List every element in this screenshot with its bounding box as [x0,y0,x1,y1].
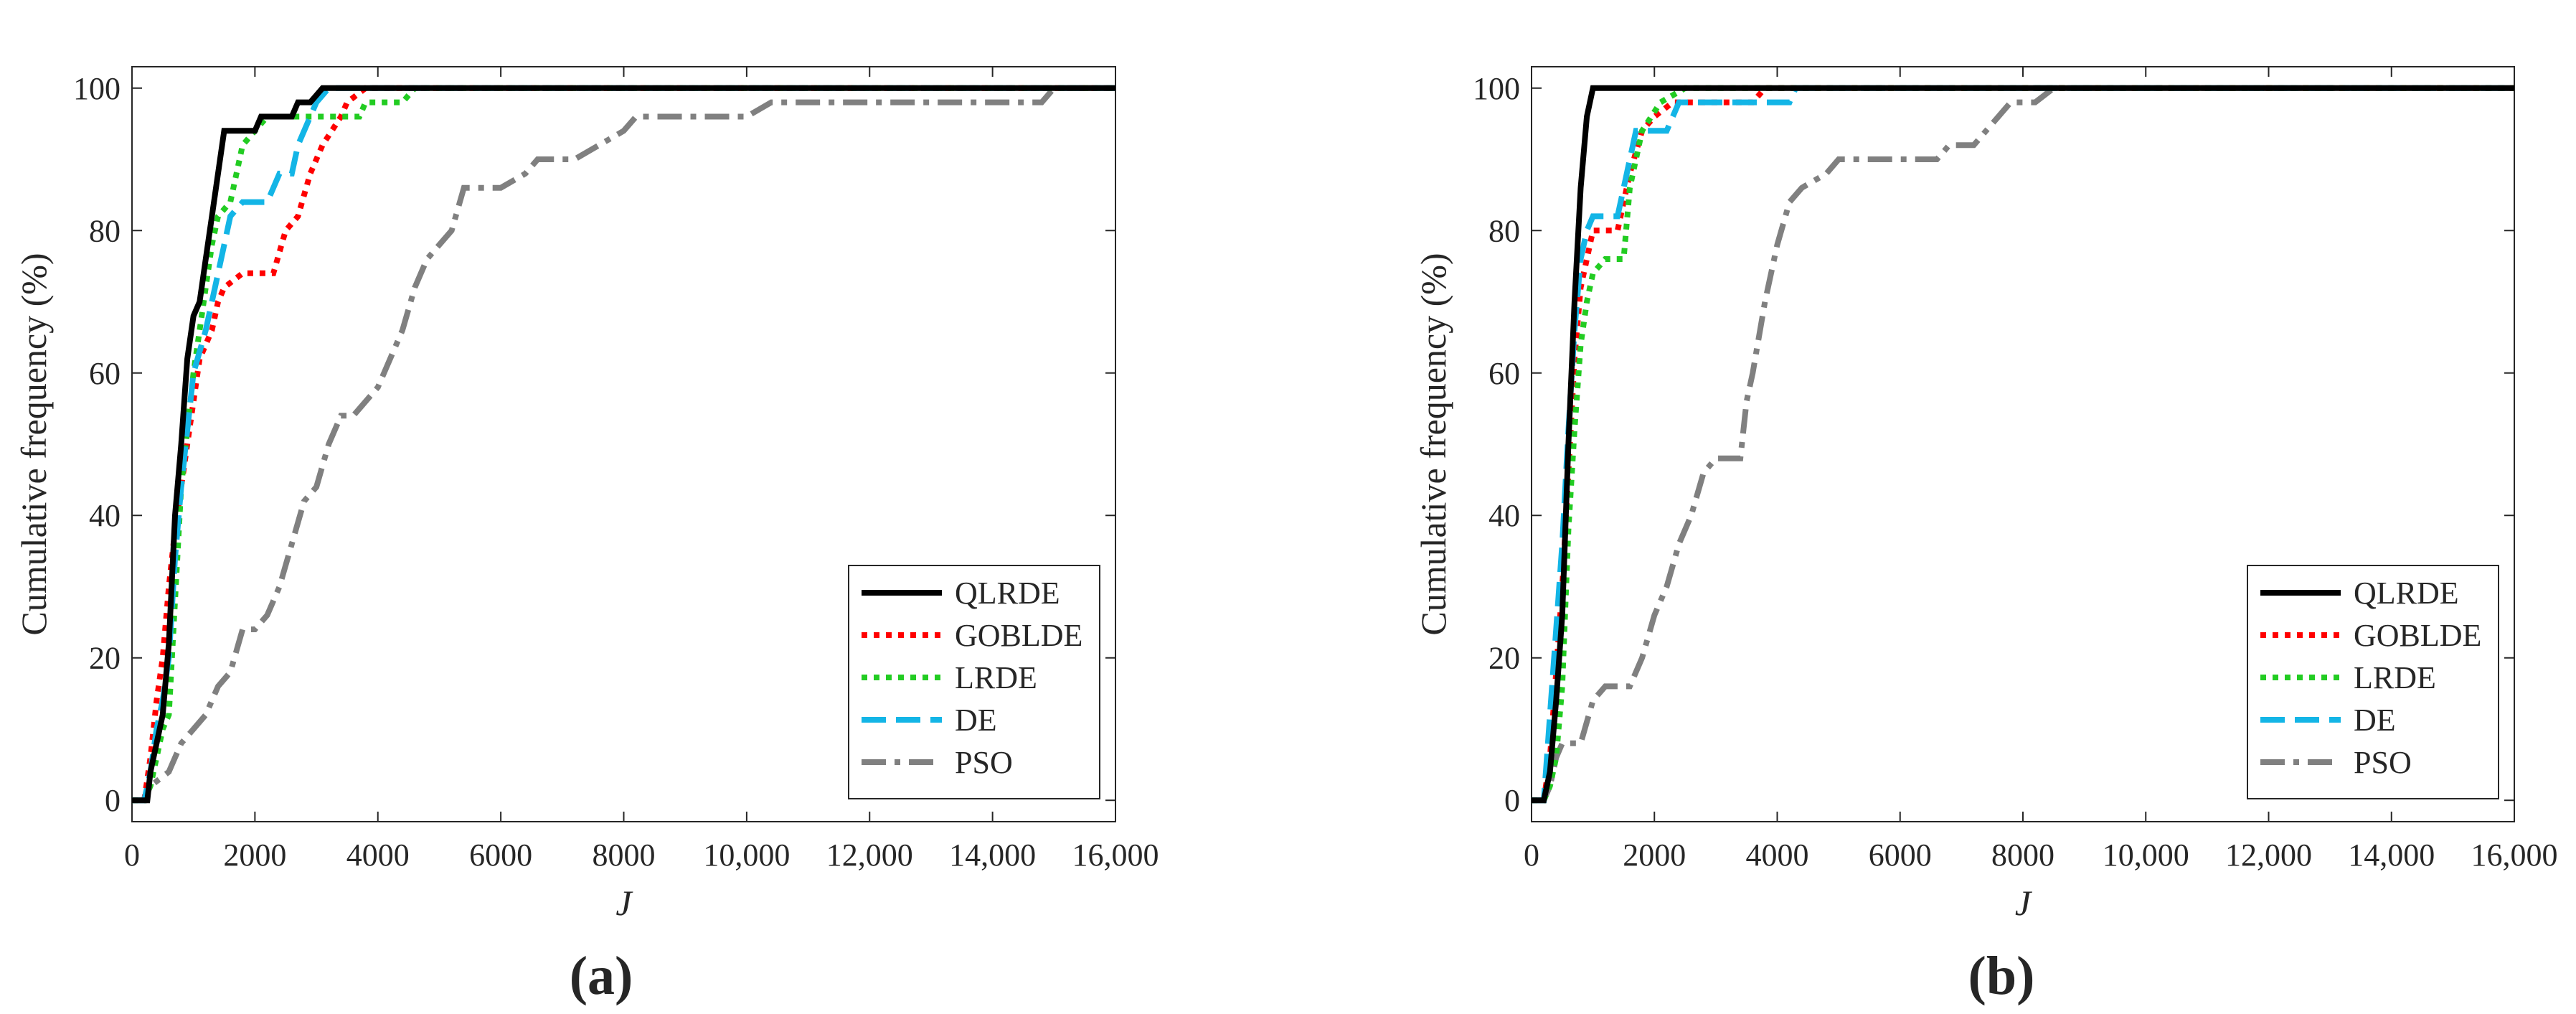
chart-a-x-tick-label: 8000 [593,837,656,873]
chart-b-subtitle: (b) [1968,946,2035,1006]
chart-a-legend-label-pso: PSO [955,745,1013,780]
chart-b-series-lrde-line [1532,85,2514,804]
chart-b-legend-label-de: DE [2354,703,2396,738]
chart-b-y-axis-label: Cumulative frequency (%) [1413,253,1453,635]
chart-a-legend: QLRDE GOBLDE LRDE DE PSO [848,565,1100,799]
chart-b-legend-label-pso: PSO [2354,745,2412,780]
chart-b-x-tick-label: 10,000 [2103,837,2189,873]
chart-a-series-goblde-line [132,85,1115,804]
chart-a-x-tick-label: 2000 [223,837,286,873]
chart-b-y-tick-label: 0 [1504,783,1520,818]
chart-b-x-tick-label: 12,000 [2225,837,2312,873]
chart-a-series-lrde-line [132,85,1115,804]
chart-a-x-tick-label: 4000 [346,837,410,873]
chart-b-legend: QLRDE GOBLDE LRDE DE PSO [2247,565,2499,799]
chart-b: 0 2000 4000 6000 8000 10,000 12,000 14,000 16,00… [1413,66,2558,1006]
chart-a-y-tick-label: 80 [89,213,121,248]
chart-a-series-qlrde-line [132,85,1115,804]
chart-b-y-tick-label: 80 [1488,213,1520,248]
chart-a-y-tick-label: 40 [89,498,121,533]
chart-b-legend-label-qlrde: QLRDE [2354,576,2459,611]
chart-b-x-tick-label: 2000 [1623,837,1686,873]
chart-a-legend-label-qlrde: QLRDE [955,576,1060,611]
chart-a: 0 2000 4000 6000 8000 10,000 12,000 14,000 16,00… [14,66,1159,1006]
chart-b-y-tick-label: 20 [1488,641,1520,676]
chart-b-y-tick-label: 60 [1488,356,1520,391]
chart-a-y-tick-label: 100 [73,71,121,106]
chart-a-x-axis-label: J [615,883,633,923]
chart-b-x-tick-label: 6000 [1869,837,1932,873]
chart-b-series-de-line [1532,85,2514,804]
chart-a-series-pso-line [132,85,1115,804]
chart-a-legend-label-de: DE [955,703,997,738]
chart-b-series-group [1532,85,2514,804]
chart-b-y-tick-label: 40 [1488,498,1520,533]
chart-a-series-group [132,85,1115,804]
chart-a-y-tick-label: 60 [89,356,121,391]
chart-a-x-tick-label: 14,000 [949,837,1036,873]
chart-a-x-tick-label: 10,000 [703,837,790,873]
chart-b-series-qlrde-line [1532,85,2514,804]
chart-b-x-tick-label: 8000 [1991,837,2054,873]
chart-a-y-tick-label: 0 [105,783,121,818]
chart-b-x-tick-label: 16,000 [2471,837,2558,873]
chart-a-subtitle: (a) [570,946,633,1006]
chart-a-x-tick-label: 6000 [469,837,532,873]
chart-a-y-tick-label: 20 [89,641,121,676]
chart-b-x-tick-label: 0 [1524,837,1539,873]
chart-b-legend-box [2247,565,2499,799]
chart-a-legend-label-goblde: GOBLDE [955,618,1082,653]
chart-a-y-axis-label: Cumulative frequency (%) [14,253,54,635]
chart-a-legend-label-lrde: LRDE [955,660,1037,695]
chart-b-x-axis-label: J [2015,883,2033,923]
chart-a-x-tick-label: 12,000 [826,837,913,873]
chart-b-legend-label-goblde: GOBLDE [2354,618,2481,653]
chart-b-y-tick-label: 100 [1473,71,1520,106]
chart-a-legend-box [848,565,1100,799]
chart-b-series-pso-line [1532,85,2514,804]
chart-b-legend-label-lrde: LRDE [2354,660,2436,695]
chart-a-x-tick-label: 16,000 [1072,837,1159,873]
chart-b-x-tick-label: 14,000 [2348,837,2435,873]
chart-b-x-tick-label: 4000 [1746,837,1809,873]
chart-a-x-tick-label: 0 [124,837,140,873]
